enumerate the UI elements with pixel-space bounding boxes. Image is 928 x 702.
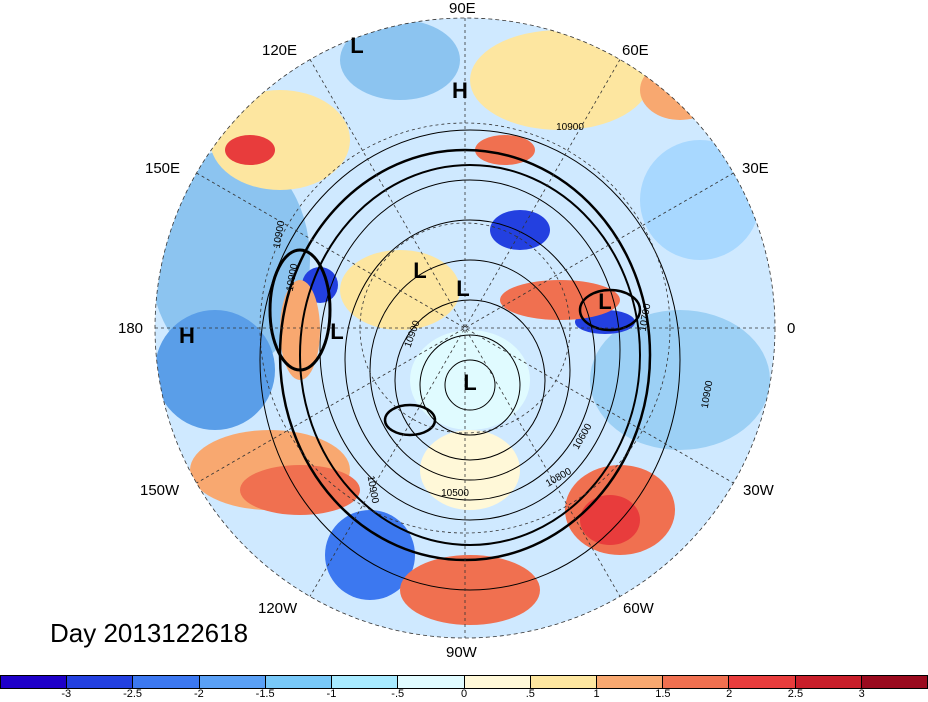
colorbar-tick-label: 1.5 (655, 688, 671, 700)
colorbar-tick-label: 2 (726, 688, 733, 700)
colorbar-swatch (596, 676, 664, 688)
lon-label-150e: 150E (145, 160, 181, 177)
lon-label-30w: 30W (743, 482, 774, 499)
graticule (154, 17, 776, 639)
lon-label-120e: 120E (262, 42, 298, 59)
colorbar-tick-label: 2.5 (787, 688, 804, 700)
polar-map: L H L L L L L H 10900 10900 10900 10900 … (154, 17, 776, 639)
colorbar-tick-label: -3 (61, 688, 72, 700)
pressure-centers: L H L L L L L H (179, 33, 612, 395)
contour-label: 10700 (638, 302, 654, 332)
colorbar-swatch (530, 676, 597, 688)
contour-label: 10900 (272, 219, 288, 249)
lon-label-180: 180 (118, 320, 144, 337)
colorbar-swatch (199, 676, 266, 688)
colorbar-tick-label: -2 (193, 688, 204, 700)
colorbar-swatch (861, 676, 928, 688)
lon-label-90w: 90W (446, 644, 477, 661)
contour-label: 10900 (365, 475, 381, 505)
contour-label: 10900 (285, 262, 301, 292)
contour-label: 10900 (556, 122, 584, 133)
colorbar-swatch (133, 676, 200, 688)
colorbar-swatch (67, 676, 134, 688)
colorbar-swatch (1, 676, 68, 688)
colorbar-swatch (663, 676, 730, 688)
colorbar-tick-label: -2.5 (123, 688, 143, 700)
contour-label: 10500 (441, 488, 469, 499)
colorbar-swatch (795, 676, 862, 688)
low-center: L (413, 258, 426, 283)
colorbar-tick-label: 1 (593, 688, 600, 700)
lon-label-60e: 60E (622, 42, 649, 59)
lon-label-0: 0 (787, 320, 796, 337)
colorbar-tick-label: .5 (525, 688, 535, 700)
lon-label-120w: 120W (258, 600, 298, 617)
colorbar-swatch (398, 676, 465, 688)
low-center: L (463, 370, 476, 395)
lon-label-30e: 30E (742, 160, 769, 177)
colorbar-tick-label: -.5 (391, 688, 405, 700)
lon-label-60w: 60W (623, 600, 654, 617)
low-center: L (330, 319, 343, 344)
colorbar-tick-label: -1.5 (255, 688, 275, 700)
colorbar-tick-label: 0 (460, 688, 468, 700)
low-center: L (598, 289, 611, 314)
colorbar-tick-label: -1 (326, 688, 337, 700)
colorbar-swatch (265, 676, 333, 688)
low-center: L (456, 276, 469, 301)
colorbar (0, 675, 928, 689)
lon-label-90e: 90E (449, 0, 476, 17)
colorbar-tick-label: 3 (858, 688, 865, 700)
colorbar-swatch (332, 676, 399, 688)
colorbar-swatch (729, 676, 796, 688)
map-title: Day 2013122618 (50, 618, 249, 648)
colorbar-swatch (464, 676, 531, 688)
high-center: H (179, 323, 195, 348)
high-center: H (452, 78, 468, 103)
contour-label: 10900 (700, 379, 716, 409)
lon-label-150w: 150W (140, 482, 180, 499)
low-center: L (350, 33, 363, 58)
